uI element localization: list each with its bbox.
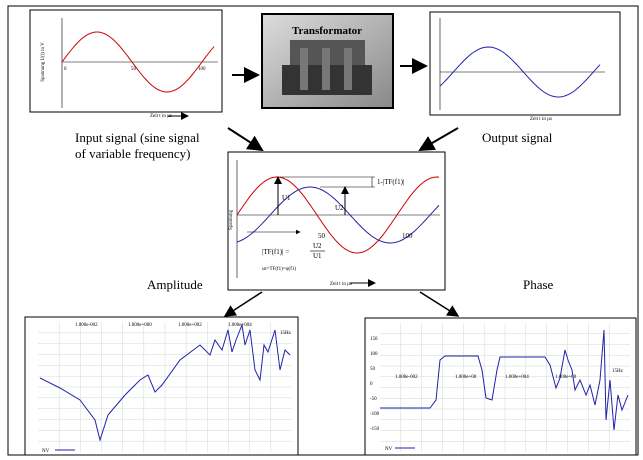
text: 1.000e+00 bbox=[555, 375, 577, 380]
text: 50 bbox=[318, 232, 326, 240]
g bbox=[380, 323, 630, 452]
text: NV bbox=[385, 447, 393, 452]
text: 100 bbox=[198, 67, 206, 72]
text: 0 bbox=[64, 67, 67, 72]
text: U2 bbox=[313, 242, 322, 250]
rect bbox=[429, 11, 621, 116]
text: 1.000e-002 bbox=[395, 375, 418, 380]
text: 1.000e+000 bbox=[128, 323, 152, 328]
path bbox=[236, 176, 440, 254]
text: 100 bbox=[402, 232, 413, 240]
rect bbox=[344, 48, 352, 90]
text: Transformator bbox=[292, 25, 362, 37]
text: 0 bbox=[370, 382, 373, 387]
text: U1 bbox=[313, 252, 322, 260]
path bbox=[380, 329, 629, 431]
text: -150 bbox=[370, 427, 380, 432]
text: 1-|TF(f1)| bbox=[377, 178, 404, 186]
text: Zeit t in µs bbox=[330, 282, 352, 287]
line bbox=[418, 127, 459, 152]
line bbox=[419, 291, 460, 317]
text: |TF(f1)| = bbox=[262, 248, 289, 256]
text: 150 bbox=[370, 337, 378, 342]
text: 1.000e-002 bbox=[75, 323, 98, 328]
path bbox=[439, 46, 601, 98]
input-caption: Input signal (sine signal of variable fr… bbox=[75, 130, 200, 161]
text: Zeit t in µs bbox=[530, 117, 552, 122]
phase-caption: Phase bbox=[523, 277, 554, 292]
rect bbox=[7, 5, 639, 456]
text: 50 bbox=[370, 367, 376, 372]
text: 1.000e+004 bbox=[228, 323, 252, 328]
text: U1 bbox=[282, 194, 291, 202]
rect bbox=[364, 317, 637, 456]
g bbox=[38, 322, 292, 452]
text: U2 bbox=[335, 204, 344, 212]
text: Spannung bbox=[229, 210, 234, 231]
text: 15Hz bbox=[612, 369, 624, 374]
rect bbox=[227, 151, 446, 291]
rect bbox=[29, 9, 223, 113]
path bbox=[39, 323, 291, 442]
path bbox=[61, 31, 215, 93]
text: -100 bbox=[370, 412, 380, 417]
line bbox=[223, 291, 263, 317]
text: 1.000e+004 bbox=[505, 375, 529, 380]
text: 1.000e+00 bbox=[455, 375, 477, 380]
text: 15Hz bbox=[280, 331, 292, 336]
text: 50 bbox=[131, 67, 137, 72]
text: 1.000e+002 bbox=[178, 323, 202, 328]
rect bbox=[322, 48, 330, 90]
line bbox=[227, 127, 264, 152]
text: -50 bbox=[370, 397, 377, 402]
path bbox=[236, 186, 440, 244]
text: 100 bbox=[370, 352, 378, 357]
rect bbox=[300, 48, 308, 90]
text: ωt=TF(f1)=φ(f1) bbox=[262, 267, 296, 272]
text: Spannung U(t) in V bbox=[41, 42, 46, 82]
amplitude-caption: Amplitude bbox=[147, 277, 203, 292]
g: 150 100 50 0 -50 -100 -150 bbox=[370, 337, 380, 432]
output-caption: Output signal bbox=[482, 130, 553, 145]
text: NV bbox=[42, 449, 50, 454]
text: Zeit t in µs bbox=[150, 114, 172, 119]
